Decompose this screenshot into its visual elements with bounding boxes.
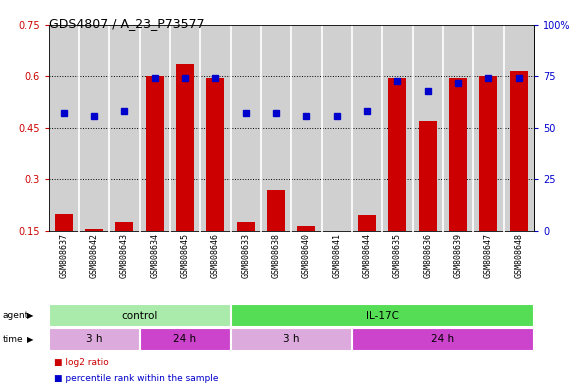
Text: IL-17C: IL-17C [365,311,399,321]
Text: GSM808641: GSM808641 [332,233,341,278]
Bar [139,25,170,231]
Text: GSM808646: GSM808646 [211,233,220,278]
Text: time: time [3,335,23,344]
Bar [55,214,73,231]
Bar [85,229,103,231]
Text: agent: agent [3,311,29,320]
Bar [449,78,467,231]
Bar [297,226,315,231]
Bar [49,25,79,231]
Bar [139,328,231,351]
Bar [291,25,321,231]
Text: GSM808647: GSM808647 [484,233,493,278]
Bar [352,25,382,231]
Bar [509,71,528,231]
Bar [358,215,376,231]
Text: GSM808634: GSM808634 [150,233,159,278]
Bar [109,25,139,231]
Bar [206,78,224,231]
Text: GSM808642: GSM808642 [90,233,99,278]
Text: GSM808637: GSM808637 [59,233,68,278]
Bar [49,328,139,351]
Bar [176,65,194,231]
Text: ■ log2 ratio: ■ log2 ratio [54,358,109,367]
Text: 24 h: 24 h [431,334,455,344]
Text: GSM808644: GSM808644 [363,233,372,278]
Bar [231,304,534,327]
Text: GSM808633: GSM808633 [241,233,250,278]
Bar [200,25,231,231]
Bar [231,328,352,351]
Text: ▶: ▶ [27,311,34,320]
Bar [473,25,504,231]
Text: GSM808640: GSM808640 [302,233,311,278]
Text: 24 h: 24 h [174,334,196,344]
Bar [231,25,261,231]
Bar [261,25,291,231]
Text: GSM808645: GSM808645 [180,233,190,278]
Bar [321,25,352,231]
Bar [388,78,407,231]
Bar [504,25,534,231]
Bar [382,25,412,231]
Bar [146,76,164,231]
Bar [443,25,473,231]
Bar [49,304,231,327]
Bar [412,25,443,231]
Text: GSM808648: GSM808648 [514,233,523,278]
Bar [236,222,255,231]
Text: GSM808636: GSM808636 [423,233,432,278]
Text: ▶: ▶ [27,335,34,344]
Bar [170,25,200,231]
Bar [115,222,134,231]
Bar [419,121,437,231]
Text: GSM808643: GSM808643 [120,233,129,278]
Text: GSM808638: GSM808638 [272,233,280,278]
Text: ■ percentile rank within the sample: ■ percentile rank within the sample [54,374,219,383]
Text: 3 h: 3 h [283,334,299,344]
Bar [328,231,346,239]
Bar [79,25,109,231]
Text: GSM808635: GSM808635 [393,233,402,278]
Text: control: control [122,311,158,321]
Text: 3 h: 3 h [86,334,102,344]
Bar [479,76,497,231]
Bar [267,190,285,231]
Text: GSM808639: GSM808639 [453,233,463,278]
Text: GDS4807 / A_23_P73577: GDS4807 / A_23_P73577 [49,17,204,30]
Bar [352,328,534,351]
